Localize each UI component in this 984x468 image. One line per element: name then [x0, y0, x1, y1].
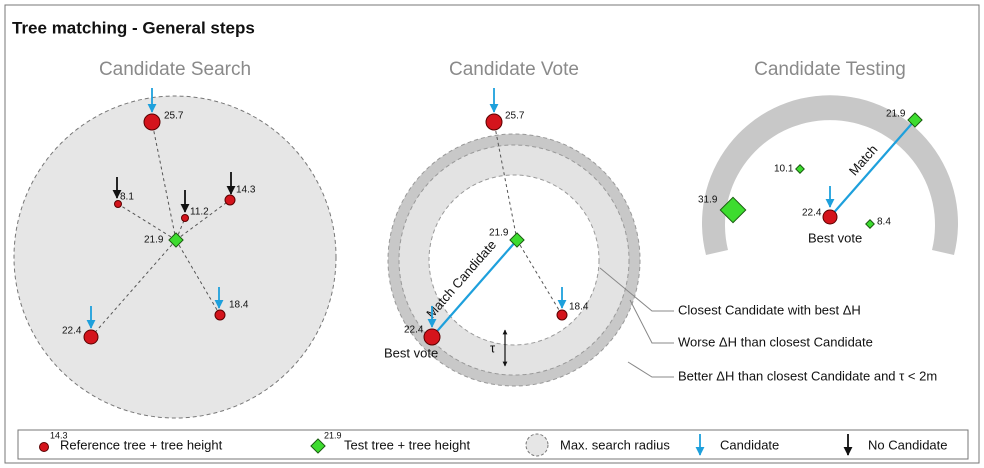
frame: [4, 4, 980, 464]
match-line: [431, 239, 518, 338]
arrows: [427, 88, 567, 328]
panel-title: Candidate Search: [99, 59, 251, 80]
legend-text: Reference tree + tree height: [60, 437, 223, 452]
height-label: 11.2: [190, 207, 209, 218]
ref-tree: [181, 214, 189, 222]
panel-title: Candidate Vote: [449, 59, 579, 80]
legend-text: Candidate: [720, 437, 779, 452]
test-tree: [865, 219, 875, 229]
match-label: Match: [846, 142, 881, 179]
height-label: 21.9: [886, 109, 906, 120]
test-tree: [168, 232, 184, 248]
best-vote: Best vote: [384, 345, 438, 360]
inner-area: [428, 174, 600, 346]
height-label: 22.4: [802, 208, 822, 219]
legend-text: Max. search radius: [560, 437, 670, 452]
ref-tree: [143, 113, 161, 131]
height-label: 21.9: [489, 228, 509, 239]
tau-label: τ: [490, 340, 496, 355]
link: [516, 239, 563, 316]
legend: [17, 429, 969, 460]
test-tree: [907, 112, 923, 128]
search-arc: [702, 95, 958, 255]
ref-tree: [822, 209, 838, 225]
legend-sample: 14.3: [50, 430, 68, 440]
ref-tree: [485, 113, 503, 131]
match-line: [829, 119, 916, 218]
height-label: 8.4: [877, 217, 891, 228]
test-tree: [509, 232, 525, 248]
callout: Worse ΔH than closest Candidate: [678, 334, 873, 349]
height-label: 21.9: [144, 235, 164, 246]
ref-tree: [224, 194, 236, 206]
ref-tree: [423, 328, 441, 346]
best-vote: Best vote: [808, 230, 862, 245]
height-label: 10.1: [774, 164, 794, 175]
legend-ref: [39, 442, 49, 452]
callout: Better ΔH than closest Candidate and τ <…: [678, 368, 937, 383]
height-label: 25.7: [505, 111, 525, 122]
legend-text: Test tree + tree height: [344, 437, 470, 452]
test-tree: [795, 164, 805, 174]
callout: Closest Candidate with best ΔH: [678, 302, 861, 317]
ref-tree: [83, 329, 99, 345]
ref-tree: [114, 200, 122, 208]
callout-lines: [599, 267, 674, 378]
ref-tree: [556, 309, 568, 321]
legend-radius: [525, 433, 549, 457]
height-label: 18.4: [569, 302, 589, 313]
height-label: 8.1: [120, 192, 134, 203]
link: [493, 121, 518, 241]
title: Tree matching - General steps: [12, 18, 255, 37]
ref-tree: [214, 309, 226, 321]
legend-test: [310, 438, 326, 454]
height-label: 25.7: [164, 111, 184, 122]
height-label: 22.4: [62, 326, 82, 337]
arrows: [86, 88, 236, 329]
height-label: 18.4: [229, 300, 249, 311]
search-radius: [13, 95, 337, 419]
height-label: 31.9: [698, 195, 718, 206]
legend-sample: 21.9: [324, 430, 342, 440]
panel-title: Candidate Testing: [754, 59, 906, 80]
test-tree: [719, 196, 747, 224]
legend-text: No Candidate: [868, 437, 948, 452]
height-label: 22.4: [404, 325, 424, 336]
height-label: 14.3: [236, 185, 256, 196]
